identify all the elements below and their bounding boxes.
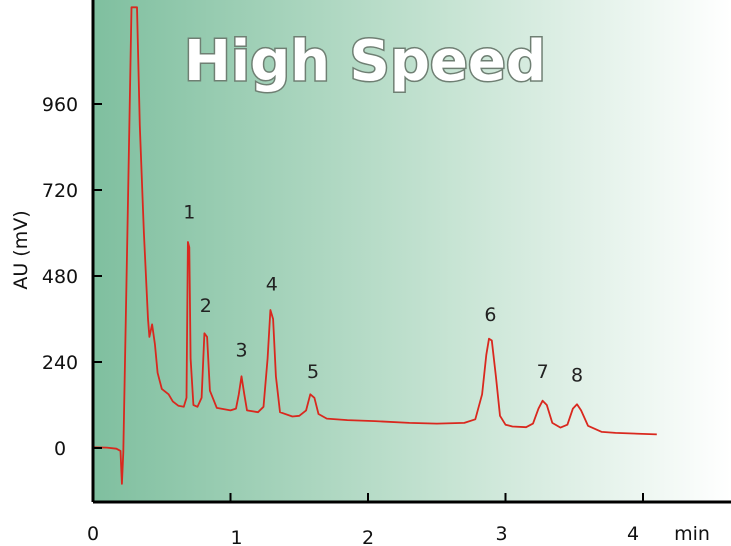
y-tick-label: 240 bbox=[42, 352, 78, 374]
x-tick-label: 4 bbox=[627, 523, 639, 545]
x-tick-label: 2 bbox=[362, 527, 374, 546]
chart-title: High Speed bbox=[184, 29, 546, 94]
peak-label-8: 8 bbox=[571, 365, 583, 387]
peak-label-3: 3 bbox=[235, 340, 247, 362]
x-tick-label: 0 bbox=[87, 523, 99, 545]
peak-label-4: 4 bbox=[266, 273, 278, 295]
y-tick-label: 720 bbox=[42, 180, 78, 202]
y-tick-label: 960 bbox=[42, 94, 78, 116]
peak-label-2: 2 bbox=[200, 295, 212, 317]
x-axis-unit-label: min bbox=[674, 523, 710, 545]
plot-background bbox=[93, 0, 731, 502]
x-tick-label: 1 bbox=[230, 527, 242, 546]
peak-label-5: 5 bbox=[307, 361, 319, 383]
y-tick-label: 480 bbox=[42, 266, 78, 288]
x-tick-label: 3 bbox=[495, 523, 507, 545]
peak-label-6: 6 bbox=[484, 304, 496, 326]
series-line-1 bbox=[93, 6, 657, 485]
y-axis-title: AU (mV) bbox=[10, 210, 32, 289]
y-tick-label: 0 bbox=[54, 438, 66, 460]
peak-label-1: 1 bbox=[183, 202, 195, 224]
peak-label-7: 7 bbox=[537, 361, 549, 383]
